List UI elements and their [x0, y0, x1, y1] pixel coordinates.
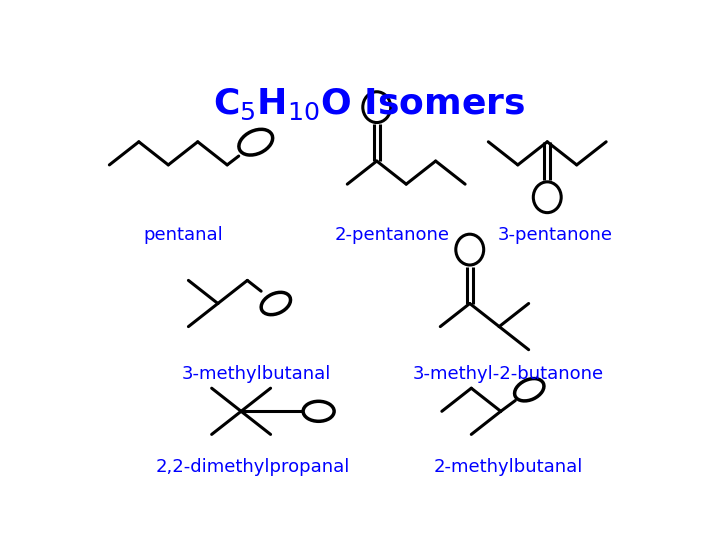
Text: pentanal: pentanal — [143, 226, 223, 245]
Text: 3-pentanone: 3-pentanone — [498, 226, 613, 245]
Text: 2,2-dimethylpropanal: 2,2-dimethylpropanal — [156, 457, 350, 476]
Text: 2-methylbutanal: 2-methylbutanal — [434, 457, 583, 476]
Text: 2-pentanone: 2-pentanone — [335, 226, 450, 245]
Text: 3-methyl-2-butanone: 3-methyl-2-butanone — [413, 365, 604, 383]
Text: 3-methylbutanal: 3-methylbutanal — [182, 365, 331, 383]
Text: C$_5$H$_{10}$O Isomers: C$_5$H$_{10}$O Isomers — [213, 86, 525, 122]
